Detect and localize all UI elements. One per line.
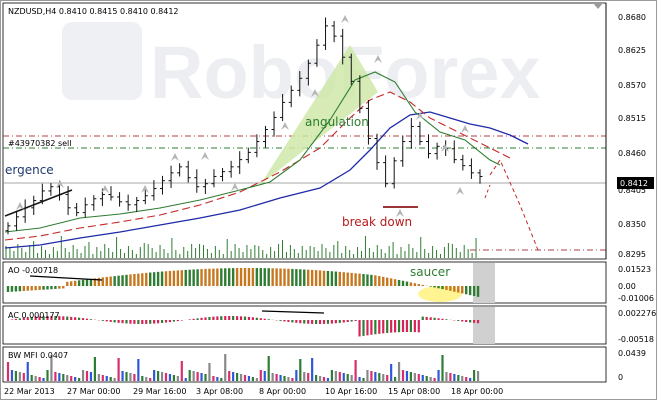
candlestick-series — [5, 17, 483, 235]
price-axis: 0.8680 0.8625 0.8570 0.8515 0.8460 0.840… — [605, 3, 654, 259]
forecast-start — [484, 184, 491, 199]
alligator-jaw-line — [4, 111, 529, 249]
fractal-arrow-icon — [461, 125, 469, 133]
fractal-arrow-icon — [101, 185, 109, 193]
fractal-arrow-icon — [231, 183, 239, 191]
divergence-label: ergence — [5, 163, 54, 177]
time-tick: 15 Apr 08:00 — [388, 387, 440, 396]
ao-label: AO -0.00718 — [8, 266, 58, 275]
fractal-arrow-icon — [171, 153, 179, 161]
price-pane[interactable]: RoboForex angulation break down ergence … — [2, 2, 607, 260]
time-tick: 10 Apr 16:00 — [325, 387, 377, 396]
watermark-logo — [62, 22, 142, 100]
time-tick: 29 Mar 16:00 — [133, 387, 186, 396]
mfi-histogram — [6, 354, 480, 381]
ac-pane-border — [2, 305, 607, 345]
ac-divergence-line — [261, 310, 325, 314]
time-tick: 22 Mar 2013 — [4, 387, 55, 396]
ac-histogram — [10, 316, 480, 337]
break-down-label: break down — [342, 215, 412, 229]
fractal-arrow-icon — [341, 15, 349, 23]
current-price-badge — [617, 177, 654, 189]
price-tick: 0.8570 — [618, 81, 646, 90]
mfi-label: BW MFI 0.0407 — [8, 351, 68, 360]
fractal-arrow-icon — [374, 55, 382, 63]
chart-shift-marker[interactable] — [593, 3, 603, 9]
mfi-axis-tick: 0.0439 — [618, 349, 646, 358]
price-tick: 0.8460 — [618, 149, 646, 158]
price-tick: 0.8680 — [618, 13, 646, 22]
time-tick: 27 Mar 00:00 — [67, 387, 120, 396]
forecast-path — [489, 158, 539, 251]
current-price-value: 0.8412 — [620, 179, 648, 188]
time-tick: 18 Apr 00:00 — [451, 387, 503, 396]
fractal-arrow-icon — [56, 180, 64, 188]
mfi-axis-tick: 0 — [618, 373, 623, 382]
angulation-label: angulation — [305, 115, 369, 129]
angulation-fill — [260, 45, 378, 185]
price-tick: 0.8625 — [618, 46, 646, 55]
ac-axis-tick: 0.002276 — [618, 309, 656, 318]
time-tick: 3 Apr 08:00 — [196, 387, 243, 396]
time-tick: 8 Apr 00:00 — [259, 387, 306, 396]
ao-histogram — [6, 268, 480, 297]
fractal-arrow-icon — [311, 89, 319, 97]
fractal-markers — [16, 15, 469, 217]
fractal-arrow-icon — [281, 122, 289, 130]
price-tick: 0.8515 — [618, 114, 646, 123]
fractal-arrow-icon — [441, 144, 449, 152]
fractal-arrow-icon — [456, 187, 464, 195]
price-tick: 0.8350 — [618, 220, 646, 229]
ac-label: AC 0.000177 — [8, 311, 60, 320]
fractal-arrow-icon — [416, 112, 424, 120]
ao-divergence-line — [29, 275, 103, 281]
ao-highlight — [473, 263, 495, 303]
ac-pane[interactable]: AC 0.000177 0.002276 -0.00518 — [2, 305, 656, 345]
price-tick: 0.8405 — [618, 186, 646, 195]
ao-axis-tick: 0.01523 — [618, 265, 651, 274]
fractal-arrow-icon — [396, 209, 404, 217]
price-tick: 0.8295 — [618, 250, 646, 259]
ac-axis-tick: -0.00518 — [618, 335, 654, 344]
fractal-arrow-icon — [16, 202, 24, 210]
alligator-lips-line — [4, 71, 501, 233]
fractal-arrow-icon — [201, 152, 209, 160]
symbol-header: NZDUSD,H4 0.8410 0.8415 0.8410 0.8412 — [8, 7, 179, 16]
ac-highlight — [473, 307, 495, 344]
ao-axis-tick: 0.00 — [618, 282, 636, 291]
mfi-pane[interactable]: BW MFI 0.0407 0.0439 0 — [2, 346, 646, 383]
fractal-arrow-icon — [141, 185, 149, 193]
ao-pane[interactable]: AO -0.00718 saucer 0.01523 0.00 -0.01006 — [2, 261, 654, 304]
saucer-label: saucer — [410, 265, 450, 279]
time-axis: 22 Mar 2013 27 Mar 00:00 29 Mar 16:00 3 … — [4, 387, 503, 396]
order-label: #43970382 sell — [8, 139, 72, 148]
alligator-teeth-line — [4, 91, 511, 241]
volume-bars — [5, 236, 477, 258]
ao-axis-tick: -0.01006 — [618, 294, 654, 303]
